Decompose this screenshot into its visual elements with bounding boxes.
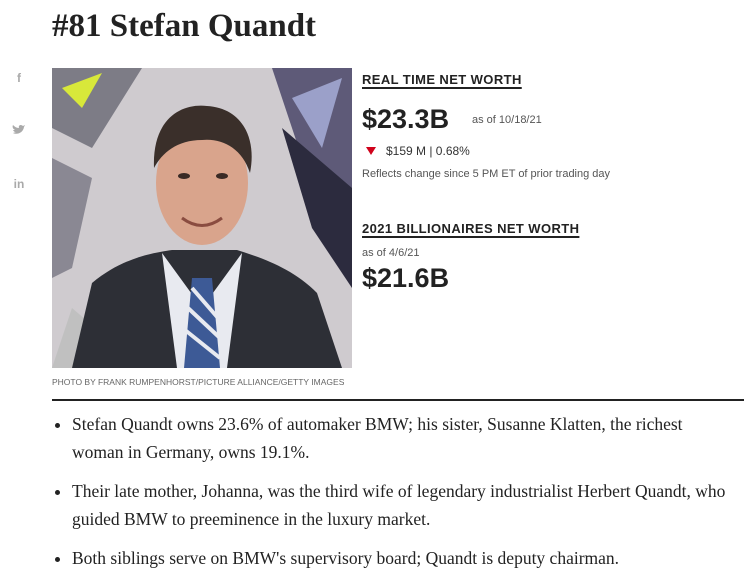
profile-title: #81 Stefan Quandt [52,8,317,44]
facebook-icon[interactable]: f [17,71,21,85]
section-heading[interactable]: 2021 BILLIONAIRES NET WORTH [362,221,580,236]
net-worth-change: $159 M | 0.68% [386,144,470,158]
bullet-item: Both siblings serve on BMW's supervisory… [72,544,732,572]
as-of-date: as of 4/6/21 [362,247,420,259]
as-of-date: as of 10/18/21 [472,114,542,126]
twitter-icon[interactable] [12,124,26,136]
net-worth-value: $23.3B [362,104,450,134]
net-worth-value: $21.6B [362,263,450,293]
divider [52,399,744,401]
profile-photo [52,68,352,368]
bullet-item: Stefan Quandt owns 23.6% of automaker BM… [72,410,732,466]
down-arrow [366,147,376,155]
section-heading[interactable]: REAL TIME NET WORTH [362,72,522,87]
bullet-list: Stefan Quandt owns 23.6% of automaker BM… [52,410,732,583]
photo-caption: PHOTO BY FRANK RUMPENHORST/PICTURE ALLIA… [52,377,345,387]
linkedin-icon[interactable]: in [13,177,25,191]
change-note: Reflects change since 5 PM ET of prior t… [362,168,611,180]
bullet-item: Their late mother, Johanna, was the thir… [72,477,732,533]
